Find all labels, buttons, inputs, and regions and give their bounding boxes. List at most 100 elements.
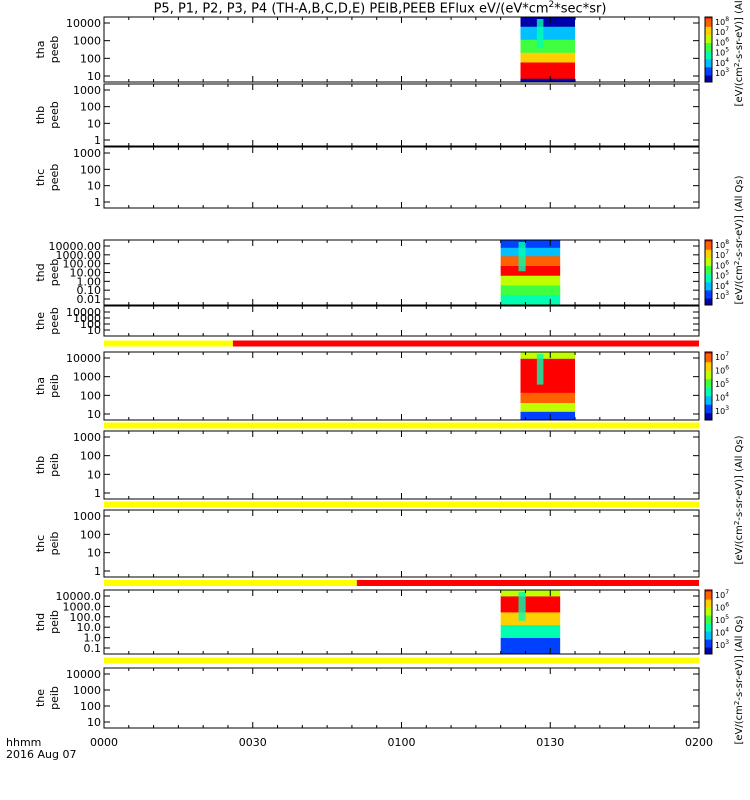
y-tick-label: 0.1: [84, 642, 102, 655]
y-tick-label: 10: [87, 180, 101, 193]
colorbar-step: [705, 254, 712, 257]
colorbar-tick-label: 107: [715, 249, 729, 260]
chart-title: P5, P1, P2, P3, P4 (TH-A,B,C,D,E) PEIB,P…: [153, 0, 607, 17]
y-tick-label: 10: [87, 70, 101, 83]
colorbar-step: [705, 360, 712, 363]
mode-bar-yellow: [104, 340, 233, 347]
colorbar-step: [705, 253, 712, 256]
y-tick-label: 1: [94, 196, 101, 209]
colorbar-step: [705, 33, 712, 36]
spectrogram-band: [520, 78, 576, 83]
x-tick-label: 0130: [536, 736, 564, 749]
colorbar-step: [705, 46, 712, 49]
y-tick-label: 1.0: [84, 632, 102, 645]
panel-frame-thd-peeb: [103, 239, 700, 306]
colorbar-step: [705, 73, 712, 76]
colorbar-step: [705, 243, 712, 246]
panel-frame-thd-peib: [103, 589, 700, 655]
colorbar-step: [705, 59, 712, 62]
colorbar-step: [705, 642, 712, 645]
colorbar-label: [eV/(cm2-s-sr-eV)] (All Qs): [733, 175, 745, 304]
colorbar-step: [705, 362, 712, 365]
spectrogram-band: [520, 39, 576, 54]
colorbar-step: [705, 391, 712, 394]
colorbar-step: [705, 26, 712, 29]
y-tick-label: 10000: [66, 17, 101, 30]
colorbar-step: [705, 246, 712, 249]
colorbar-step: [705, 69, 712, 72]
y-tick-label: 100: [80, 700, 101, 713]
colorbar-tick-label: 106: [715, 36, 729, 47]
colorbar-step: [705, 241, 712, 244]
colorbar-step: [705, 418, 712, 421]
colorbar-step: [705, 649, 712, 652]
panel-product-label: peib: [48, 610, 61, 634]
colorbar-step: [705, 622, 712, 625]
colorbar-step: [705, 64, 712, 67]
colorbar-step: [705, 641, 712, 644]
colorbar-tick-label: 105: [715, 47, 729, 58]
colorbar-step: [705, 365, 712, 368]
panel-frame-tha-peeb: [103, 16, 700, 83]
colorbar-step: [705, 70, 712, 73]
colorbar: [704, 16, 713, 83]
colorbar-step: [705, 287, 712, 290]
colorbar-step: [705, 31, 712, 34]
date-label: 2016 Aug 07: [6, 748, 76, 761]
y-tick-label: 1000.00: [56, 249, 102, 262]
colorbar-step: [705, 614, 712, 617]
colorbar-tick-label: 103: [715, 639, 729, 650]
colorbar-frame: [704, 16, 713, 83]
colorbar-step: [705, 17, 712, 20]
colorbar-step: [705, 386, 712, 389]
colorbar-tick-label: 104: [715, 57, 729, 68]
colorbar-step: [705, 288, 712, 291]
colorbar-step: [705, 251, 712, 254]
colorbar-step: [705, 604, 712, 607]
colorbar-step: [705, 593, 712, 596]
colorbar-step: [705, 610, 712, 613]
colorbar-step: [705, 382, 712, 385]
colorbar-step: [705, 262, 712, 265]
colorbar-step: [705, 44, 712, 47]
colorbar: [704, 589, 713, 655]
colorbar-step: [705, 285, 712, 288]
panel-product-label: peeb: [48, 36, 61, 64]
colorbar-step: [705, 256, 712, 259]
colorbar-step: [705, 54, 712, 57]
colorbar-step: [705, 282, 712, 285]
colorbar-step: [705, 401, 712, 404]
spectrogram-band: [520, 52, 576, 63]
y-tick-label: 10: [87, 117, 101, 130]
spectrogram-thd-peeb: [500, 240, 561, 306]
colorbar-step: [705, 369, 712, 372]
colorbar-step: [705, 249, 712, 252]
colorbar-step: [705, 392, 712, 395]
colorbar-tick-label: 108: [715, 239, 729, 250]
colorbar-step: [705, 379, 712, 382]
colorbar-tick-label: 107: [715, 589, 729, 600]
y-tick-label: 1000: [73, 684, 101, 697]
colorbar-step: [705, 275, 712, 278]
colorbar-step: [705, 72, 712, 75]
colorbar-step: [705, 300, 712, 303]
spectrogram-band: [500, 256, 561, 267]
colorbar-step: [705, 399, 712, 402]
mode-bar-yellow: [104, 657, 699, 664]
panel-frame-tha-peib: [103, 351, 700, 421]
colorbar-frame: [704, 239, 713, 306]
colorbar-step: [705, 389, 712, 392]
y-tick-label: 10.0: [77, 621, 102, 634]
panel-product-label: peeb: [48, 259, 61, 287]
colorbar: [704, 351, 713, 421]
panel-probe-label: thb: [34, 456, 47, 474]
y-tick-label: 10: [87, 324, 101, 337]
spectrogram-band: [500, 638, 561, 655]
colorbar-step: [705, 298, 712, 301]
y-tick-label: 100: [80, 318, 101, 331]
colorbar-step: [705, 49, 712, 52]
panel-probe-label: thd: [34, 613, 47, 631]
colorbar-step: [705, 358, 712, 361]
colorbar-step: [705, 409, 712, 412]
